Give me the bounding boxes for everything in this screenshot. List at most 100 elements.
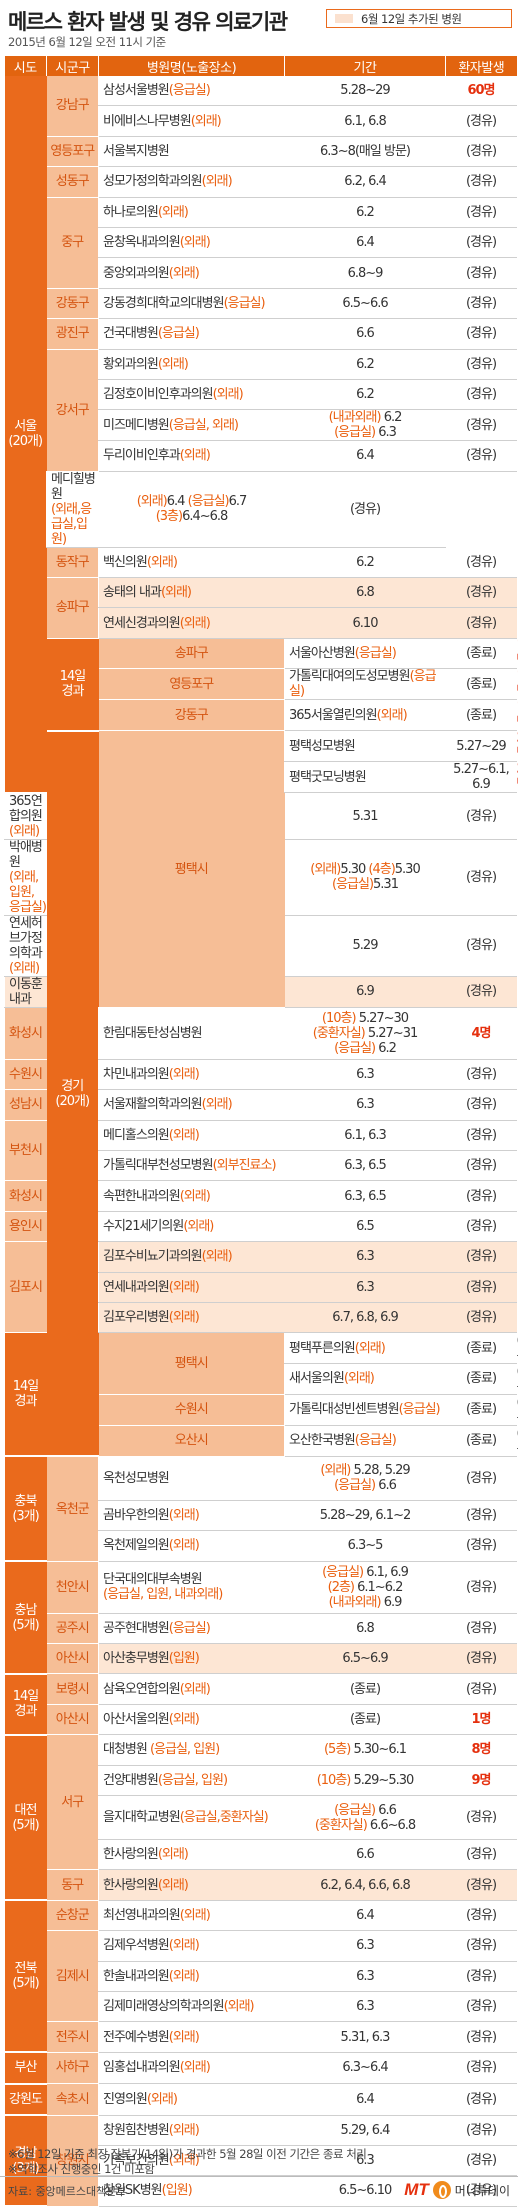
- period-cell: 6.5: [284, 1211, 446, 1243]
- hospital-cell: 가족보건의원(외래): [98, 2145, 285, 2177]
- district-cell: 평택시: [98, 1332, 285, 1395]
- status-cell: (경유): [445, 915, 517, 977]
- period-cell: (외래)6.4 (응급실)6.7 (3층)6.4~6.8: [98, 471, 285, 548]
- region-cell: 강원도: [4, 2083, 47, 2117]
- table-row: 건양대병원(응급실, 입원) (10층) 5.29~5.30 9명: [5, 1765, 517, 1797]
- district-cell: 평택시: [98, 730, 285, 1008]
- hospital-cell: 중앙외과의원(외래): [98, 257, 285, 289]
- hospital-cell: 속편한내과의원(외래): [98, 1180, 285, 1212]
- table-row: 충북 (3개) 옥천군 옥천성모병원 (외래) 5.28, 5.29 (응급실) 6.6(…: [4, 1456, 517, 1563]
- table-row: 한솔내과의원(외래) 6.3 (경유): [5, 1961, 517, 1992]
- table-row: 옥천제일의원(외래) 6.3~5 (경유): [5, 1530, 517, 1562]
- district-cell: 강남구: [46, 76, 99, 137]
- period-cell: 5.28~29: [284, 76, 446, 107]
- status-cell: (경유): [445, 1211, 517, 1243]
- district-cell: 아산시: [46, 1704, 99, 1736]
- table-row: 14일 경과 보령시 삼육오연합의원(외래) (종료) (경유): [4, 1673, 517, 1736]
- period-cell: 6.3: [284, 1991, 446, 2023]
- footnote: ※역학조사 진행중인 1건 미포함: [8, 2162, 155, 2176]
- district-cell: 서구: [46, 1734, 99, 1871]
- district-cell: 김제시: [46, 1930, 99, 2023]
- legend-swatch: [335, 14, 353, 23]
- period-cell: 6.2, 6.4: [284, 166, 446, 198]
- district-cell: 수원시: [98, 1394, 285, 1426]
- status-cell: (경유): [445, 1530, 517, 1562]
- period-cell: 6.7, 6.8, 6.9: [284, 1302, 446, 1334]
- table-row: 부천시 메디홀스의원(외래) 6.1, 6.3 (경유): [4, 1120, 517, 1182]
- table-row: 공주시 공주현대병원(응급실) 6.8 (경유): [5, 1613, 517, 1645]
- period-cell: 6.3, 6.5: [284, 1150, 446, 1182]
- status-cell: (경유): [445, 2115, 517, 2146]
- hospital-cell: 곰바우한의원(외래): [98, 1500, 285, 1532]
- period-cell: (종료): [284, 1704, 446, 1736]
- status-cell: (경유): [445, 577, 517, 609]
- period-cell: 5.31: [284, 792, 446, 840]
- status-cell: (경유): [445, 2021, 517, 2053]
- hospital-cell: 가톨릭대부천성모병원(외부진료소): [98, 1150, 285, 1182]
- region-cell: 14일 경과: [4, 1673, 47, 1736]
- table-row: 용인시 수지21세기의원(외래) 6.5 (경유): [4, 1211, 517, 1243]
- region-cell: 경남 (3개): [4, 2115, 47, 2207]
- district-cell: 부천시: [4, 1120, 47, 1182]
- hospital-cell: 삼성서울병원(응급실): [98, 76, 285, 107]
- status-cell: (경유): [445, 2083, 517, 2116]
- period-cell: 6.3: [284, 1089, 446, 1121]
- table-row: 새서울의원(외래)(종료)(경유): [5, 1363, 518, 1395]
- hospital-cell: 이동훈 내과: [4, 976, 47, 1008]
- district-cell: 화성시: [4, 1180, 47, 1212]
- hospital-cell: 서울아산병원(응급실): [284, 638, 446, 670]
- status-cell: (경유): [445, 1613, 517, 1645]
- hospital-cell: 가톨릭대성빈센트병원(응급실): [284, 1394, 446, 1426]
- period-cell: 6.10: [284, 607, 446, 639]
- status-cell: (경유): [445, 227, 517, 259]
- period-cell: (응급실) 6.1, 6.9 (2층) 6.1~6.2 (내과외래) 6.9: [284, 1561, 446, 1614]
- status-cell: (경유): [445, 1961, 517, 1992]
- district-cell: 강동구: [46, 288, 99, 320]
- district-cell: 송파구: [98, 638, 285, 670]
- district-cell: 송파구: [46, 577, 99, 639]
- status-cell: (경유): [445, 1839, 517, 1871]
- district-cell: 화성시: [4, 1007, 47, 1060]
- region-cell: 14일 경과: [4, 1332, 47, 1458]
- status-cell: (경유): [445, 976, 517, 1008]
- status-cell: (경유): [445, 288, 517, 320]
- hospital-cell: 진영의원(외래): [98, 2083, 285, 2116]
- footnote: ※6월 12일 기준 최장 잠복기(14일)가 경과한 5월 28일 이전 기간…: [8, 2147, 367, 2161]
- page-title: 메르스 환자 발생 및 경유 의료기관: [8, 10, 288, 34]
- district-cell: 오산시: [98, 1425, 285, 1457]
- hospital-cell: 수지21세기의원(외래): [98, 1211, 285, 1243]
- period-cell: 6.2, 6.4, 6.6, 6.8: [284, 1869, 446, 1901]
- table-row: 365연합의원(외래) 5.31 (경유): [4, 792, 517, 840]
- hospital-cell: 365연합의원(외래): [4, 792, 47, 840]
- table-row: 수원시 차민내과의원(외래) 6.3 (경유): [4, 1059, 517, 1091]
- status-cell: (경유): [445, 1089, 517, 1121]
- period-cell: (종료): [445, 1425, 517, 1457]
- hospital-cell: 차민내과의원(외래): [98, 1059, 285, 1091]
- table-row: 전주시 전주예수병원(외래) 5.31, 6.3 (경유): [5, 2021, 517, 2053]
- table-row: 김포시 김포수비뇨기과의원(외래) 6.3 (경유): [4, 1241, 517, 1334]
- hospital-cell: 전주예수병원(외래): [98, 2021, 285, 2053]
- status-cell: 4명: [445, 1007, 517, 1060]
- region-cell: 경기 (20개): [46, 730, 99, 1458]
- status-cell: (경유): [445, 1673, 517, 1705]
- table-row: 김제시 김제우석병원(외래) 6.3 (경유): [5, 1930, 517, 2023]
- hospital-cell: 평택푸른의원(외래): [284, 1332, 446, 1364]
- period-cell: 6.1, 6.8: [284, 105, 446, 137]
- district-cell: 사하구: [46, 2052, 99, 2085]
- status-cell: (경유): [284, 471, 446, 548]
- hospital-cell: 연세내과의원(외래): [98, 1272, 285, 1303]
- table-row: 미즈메디병원(응급실, 외래) (내과외래) 6.2 (응급실) 6.3 (경유): [5, 409, 517, 442]
- status-cell: (경유): [445, 839, 517, 916]
- district-cell: 용인시: [4, 1211, 47, 1243]
- hospital-cell: 삼육오연합의원(외래): [98, 1673, 285, 1705]
- legend-label: 6월 12일 추가된 병원: [361, 11, 462, 26]
- district-cell: 성남시: [4, 1089, 47, 1121]
- hospital-cell: 두리이비인후과(외래): [98, 440, 285, 472]
- district-cell: 성동구: [46, 166, 99, 198]
- status-cell: (경유): [445, 1795, 517, 1840]
- status-cell: (경유): [445, 2145, 517, 2177]
- period-cell: 6.2: [284, 197, 446, 228]
- hospital-cell: 365서울열린의원(외래): [284, 699, 446, 732]
- period-cell: 6.4: [284, 2083, 446, 2116]
